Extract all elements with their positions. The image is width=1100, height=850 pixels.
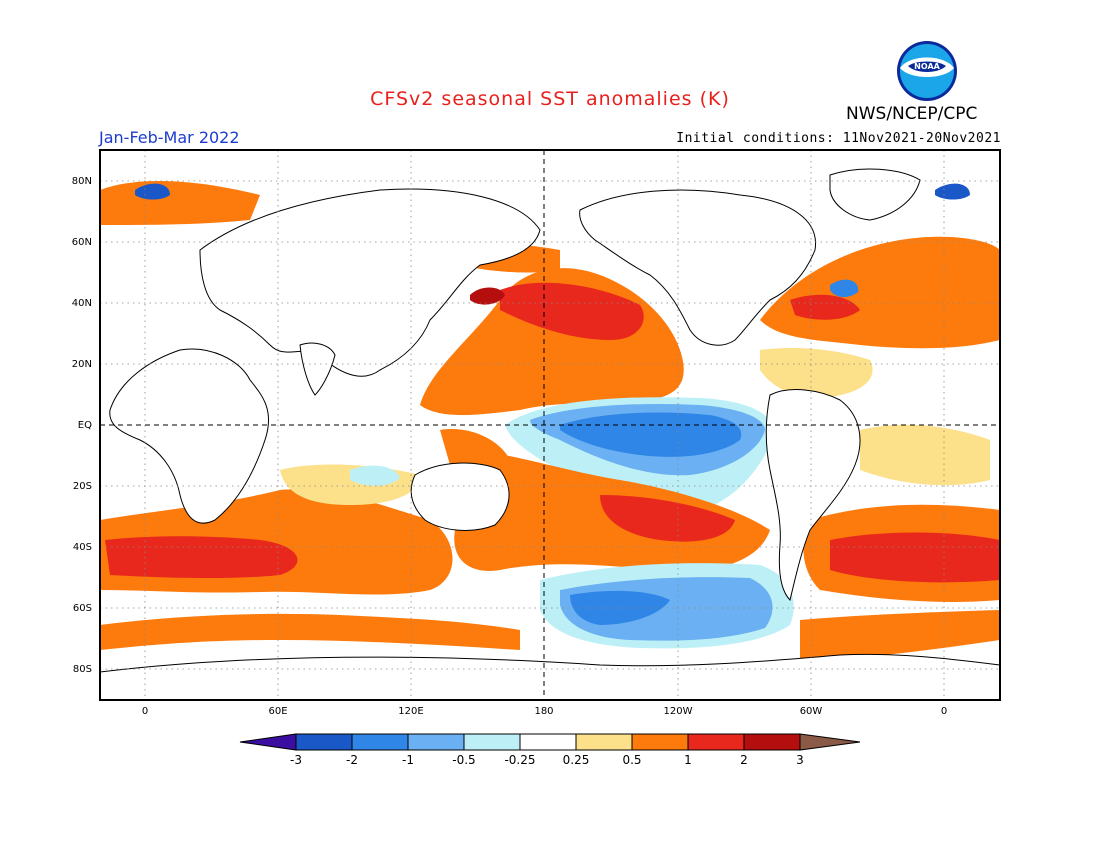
noaa-logo: NOAA [897,41,957,101]
agency-label: NWS/NCEP/CPC [846,104,978,124]
continents [100,168,1000,700]
colorbar-segment [519,733,577,751]
greenland-landmass [829,168,921,221]
southern-ocean-cold-core [570,590,670,625]
lon-label: 120E [398,706,423,717]
africa-landmass [109,348,270,524]
map-title: CFSv2 seasonal SST anomalies (K) [370,88,730,110]
colorbar-tick-label: 0.5 [622,753,641,767]
colorbar-tick-label: -2 [346,753,358,767]
colorbar-segment [575,733,633,751]
lat-label: 20S [73,481,92,492]
lon-label: 120W [664,706,693,717]
colorbar-tick-label: 0.25 [563,753,590,767]
colorbar-segment [743,733,801,751]
colorbar-tick-label: -0.5 [452,753,475,767]
australia-landmass [410,462,510,531]
colorbar-segment [687,733,745,751]
colorbar [239,733,861,751]
east-atlantic-red-core [830,532,1000,583]
colorbar-segment [463,733,521,751]
north-atlantic-red [790,294,860,320]
equatorial-cold-core [560,412,742,457]
lon-label: 60E [268,706,287,717]
lat-label: 80N [72,176,92,187]
colorbar-tick-label: 1 [684,753,692,767]
colorbar-segment [407,733,465,751]
colorbar-segment [631,733,689,751]
colorbar-tick-label: 3 [796,753,804,767]
anomaly-field [100,150,1000,700]
north-atlantic-warm [760,236,1000,349]
tropical-atlantic-yellow [760,348,873,398]
colorbar-tick-label: -3 [290,753,302,767]
colorbar-segment [351,733,409,751]
greenland-cold-patch [935,183,970,200]
colorbar-segment [295,733,353,751]
lat-label: 60S [73,603,92,614]
lon-label: 0 [142,706,148,717]
lon-label: 60W [800,706,823,717]
logo-text: NOAA [914,62,940,71]
north-america-landmass [579,189,817,346]
forecast-period: Jan-Feb-Mar 2022 [99,128,240,147]
lat-label: 40N [72,298,92,309]
india-landmass [299,342,336,396]
colorbar-tick-label: -1 [402,753,414,767]
barents-cold-patch [135,183,170,200]
antarctic-warm-strip-east [800,610,1000,660]
longitude-labels: 0 60E 120E 180 120W 60W 0 [142,706,947,717]
south-atlantic-red-core [105,536,298,579]
lat-label: 20N [72,359,92,370]
kuroshio-dark-core [470,287,505,305]
map-frame [99,149,1001,701]
colorbar-high-triangle [799,733,861,751]
south-america-landmass [765,389,861,601]
colorbar-low-triangle [239,733,297,751]
antarctic-warm-strip [100,613,520,650]
maritime-continent-warm [440,429,510,472]
lat-label: 60N [72,237,92,248]
antarctica-landmass [100,653,1000,700]
south-pacific-red-core [600,495,735,542]
lat-label: EQ [78,420,92,431]
indian-ocean-cyan [350,465,400,486]
colorbar-labels: -3 -2 -1 -0.5 -0.25 0.25 0.5 1 2 3 [290,753,804,767]
latitude-labels: 80N 60N 40N 20N EQ 20S 40S 60S 80S [72,176,92,675]
north-atlantic-cold-patch [830,279,859,298]
lon-label: 180 [534,706,553,717]
south-atlantic-yellow [860,424,990,486]
eurasia-landmass [199,188,541,377]
lon-label: 0 [941,706,947,717]
colorbar-tick-label: -0.25 [504,753,535,767]
north-pacific-red-core [500,282,644,340]
initial-conditions: Initial conditions: 11Nov2021-20Nov2021 [676,131,1001,146]
colorbar-tick-label: 2 [740,753,748,767]
lat-label: 80S [73,664,92,675]
lat-label: 40S [73,542,92,553]
